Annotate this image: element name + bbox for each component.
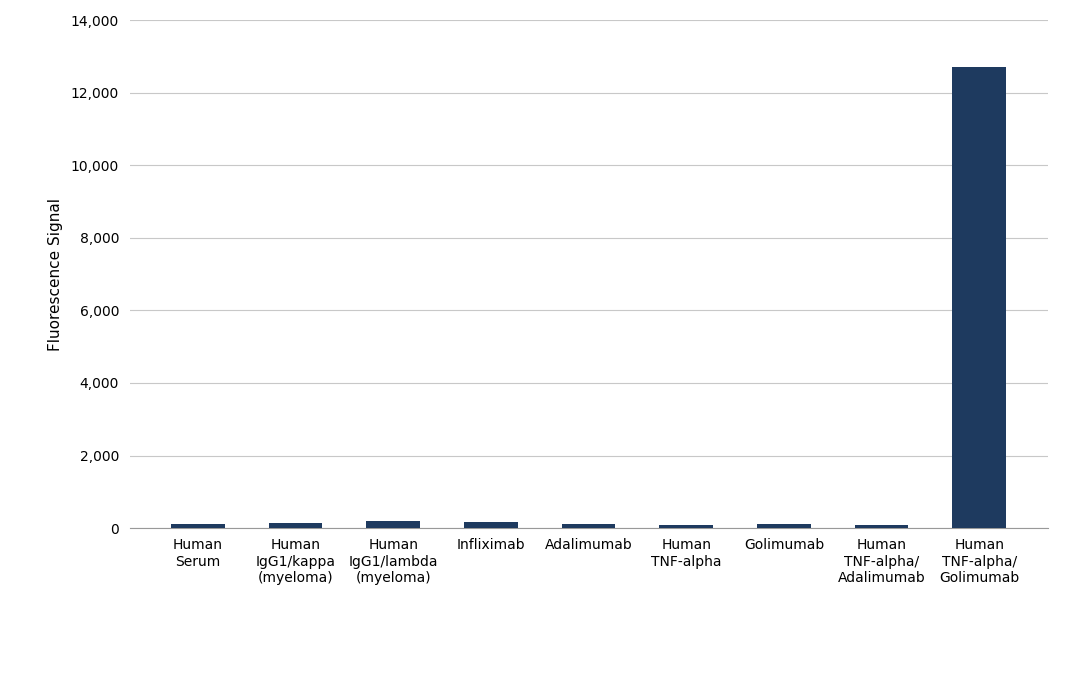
Bar: [953, 68, 1007, 528]
Bar: [366, 521, 420, 528]
Bar: [660, 525, 713, 528]
Bar: [854, 525, 908, 528]
Bar: [269, 523, 323, 528]
Bar: [757, 524, 811, 528]
Bar: [171, 524, 225, 528]
Bar: [464, 522, 517, 528]
Y-axis label: Fluorescence Signal: Fluorescence Signal: [48, 198, 63, 351]
Bar: [562, 525, 616, 528]
